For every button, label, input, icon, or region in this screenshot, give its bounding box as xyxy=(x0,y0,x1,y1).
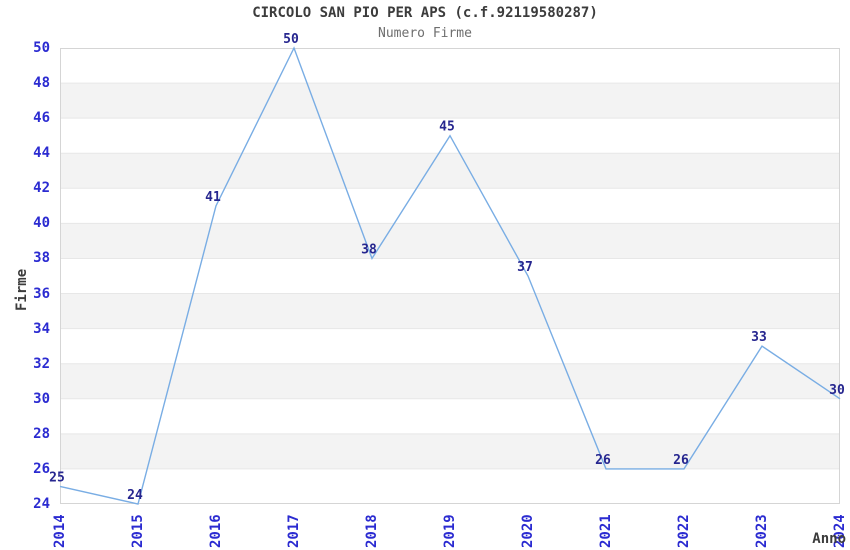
point-label: 37 xyxy=(517,260,533,275)
y-tick-label: 42 xyxy=(33,180,50,197)
point-label: 33 xyxy=(751,330,767,345)
y-tick-label: 36 xyxy=(33,285,50,302)
x-tick-label: 2017 xyxy=(286,514,302,548)
y-tick-label: 44 xyxy=(33,145,50,162)
grid-band xyxy=(60,293,840,329)
data-line xyxy=(59,46,841,505)
x-tick-label: 2022 xyxy=(676,514,692,548)
x-tick-label: 2023 xyxy=(754,514,770,548)
grid-band xyxy=(60,223,840,259)
grid-band xyxy=(60,83,840,119)
chart-subtitle: Numero Firme xyxy=(378,26,472,41)
x-tick-label: 2016 xyxy=(208,514,224,548)
y-tick-label: 46 xyxy=(33,110,50,127)
x-tick-label: 2015 xyxy=(130,514,146,548)
y-tick-label: 24 xyxy=(33,496,50,512)
point-label: 41 xyxy=(205,190,221,205)
y-tick-label: 30 xyxy=(33,390,50,407)
y-tick-label: 50 xyxy=(33,40,50,56)
x-axis-title: Anno xyxy=(812,531,846,547)
point-label: 45 xyxy=(439,120,455,135)
point-label: 24 xyxy=(127,488,143,503)
x-tick-label: 2021 xyxy=(598,514,614,548)
point-label: 30 xyxy=(829,383,845,398)
point-label: 26 xyxy=(673,453,689,468)
x-tick-label: 2020 xyxy=(520,514,536,548)
grid-band xyxy=(60,153,840,189)
y-tick-label: 48 xyxy=(33,75,50,92)
grid-band xyxy=(60,363,840,399)
plot-border xyxy=(60,48,840,504)
y-tick-label: 26 xyxy=(33,460,50,477)
point-label: 26 xyxy=(595,453,611,468)
x-tick-label: 2014 xyxy=(52,514,68,548)
y-tick-label: 28 xyxy=(33,425,50,442)
y-tick-label: 38 xyxy=(33,250,50,267)
y-tick-label: 32 xyxy=(33,355,50,372)
y-tick-label: 40 xyxy=(33,215,50,232)
y-axis-title: Firme xyxy=(14,268,30,311)
grid-band xyxy=(60,433,840,469)
x-tick-label: 2018 xyxy=(364,514,380,548)
point-label: 38 xyxy=(361,242,377,257)
chart-title: CIRCOLO SAN PIO PER APS (c.f.92119580287… xyxy=(252,5,598,21)
y-tick-label: 34 xyxy=(33,320,50,337)
point-label: 50 xyxy=(283,32,299,47)
x-tick-label: 2019 xyxy=(442,514,458,548)
point-label: 25 xyxy=(49,470,65,485)
